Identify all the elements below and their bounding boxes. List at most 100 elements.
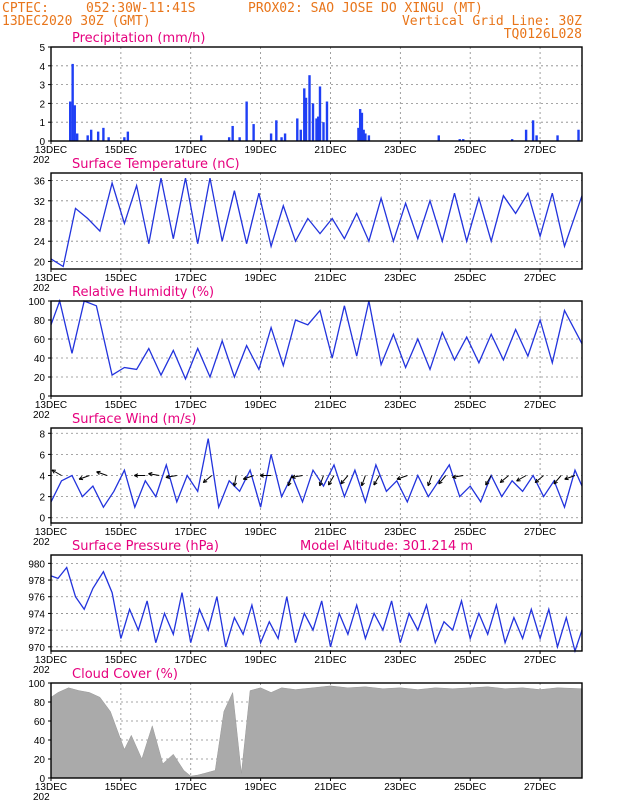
y-tick-label: 0 [39,514,45,525]
precip-bar [367,135,371,141]
y-tick-label: 0 [39,774,45,785]
y-tick-label: 974 [28,609,45,620]
panel-title: Relative Humidity (%) [72,285,214,300]
precip-bar [96,131,100,141]
x-tick-label: 25DEC [454,273,486,284]
panel-5: 970 972 974 976 978 980 13DEC 15DEC 17DEC 19DEC 21… [28,539,583,676]
y-tick-label: 20 [34,373,46,384]
y-tick-label: 6 [39,450,45,461]
x-tick-label: 21DEC [314,655,346,666]
wind-vector-head [564,476,569,481]
x-tick-label: 25DEC [454,655,486,666]
x-tick-label: 25DEC [454,145,486,156]
x-tick-label: 19DEC [244,273,276,284]
precip-bar [360,112,364,141]
panel-frame [50,300,583,397]
year-label: 202 [33,792,50,800]
y-tick-label: 978 [28,576,45,587]
wind-vector-head [360,481,365,487]
wind-vector [328,475,335,486]
precip-bar [245,101,248,141]
precip-bar [364,133,367,141]
wind-vector-head [259,473,264,478]
precip-bar [322,122,325,141]
year-label: 202 [33,537,50,548]
precip-bar [283,133,287,141]
precip-bar [437,135,440,141]
x-tick-label: 17DEC [175,782,207,793]
precip-bar [531,120,535,141]
x-tick-label: 19DEC [244,782,276,793]
precip-bar [318,86,322,141]
precip-bar [275,120,278,141]
wind-vector-head [553,479,558,485]
y-tick-label: 1 [39,118,45,129]
x-tick-label: 13DEC [35,527,67,538]
series-line [50,177,583,268]
wind-vector [340,475,349,485]
wind-vector-head [291,474,296,479]
year-label: 202 [33,410,50,421]
precip-bar [71,63,74,141]
panel-title: Precipitation (mm/h) [72,31,205,46]
y-tick-label: 32 [34,197,46,208]
wind-vector [319,475,324,487]
wind-vector-head [485,481,490,486]
y-tick-label: 20 [34,257,46,268]
panel-title: Surface Temperature (nC) [72,157,240,172]
x-tick-label: 15DEC [105,400,137,411]
precip-bar [357,127,360,141]
y-tick-label: 40 [34,736,46,747]
x-tick-label: 13DEC [35,782,67,793]
x-tick-label: 15DEC [105,527,137,538]
precip-bar [123,137,126,141]
series-line [50,298,583,381]
precip-bar [86,135,89,141]
wind-vector-head [134,473,139,478]
wind-vector [564,475,576,480]
y-tick-label: 100 [28,297,45,308]
wind-vector [427,475,433,487]
wind-vector [148,473,160,476]
x-tick-label: 13DEC [35,273,67,284]
wind-vector-head [96,470,101,475]
x-tick-label: 21DEC [314,527,346,538]
wind-vector-head [373,481,378,486]
precip-bar [308,75,311,141]
precip-bar [76,133,79,141]
x-tick-label: 27DEC [524,655,556,666]
precip-bar [269,133,273,141]
wind-vector-head [438,479,443,485]
y-tick-label: 2 [39,493,45,504]
x-tick-label: 19DEC [244,655,276,666]
x-tick-label: 17DEC [175,655,207,666]
precip-bar [238,137,241,141]
x-tick-label: 13DEC [35,400,67,411]
y-tick-label: 0 [39,392,45,403]
panel-annotation: Model Altitude: 301.214 m [300,539,473,554]
precip-bar [280,137,283,141]
year-label: 202 [33,665,50,676]
wind-vector-head [340,479,345,485]
panel-3: 0 20 40 60 80 100 13DEC 15DEC 17DEC 19DEC 21DEC 23D… [28,285,583,421]
cloud-cover-area [50,685,583,779]
wind-vector-head [534,478,540,484]
x-tick-label: 23DEC [384,400,416,411]
precip-bar [524,129,528,141]
wind-vector [165,475,177,478]
precip-bar [358,109,362,141]
y-tick-label: 80 [34,698,46,709]
y-tick-label: 4 [39,472,45,483]
precip-bar [73,105,76,141]
wind-vector [485,475,492,486]
y-tick-label: 100 [28,679,45,690]
panel-title: Surface Pressure (hPa) [72,539,219,554]
header-source: CPTEC: [2,1,49,16]
precip-bar [303,88,306,141]
wind-vector [373,475,380,486]
wind-vector [96,471,108,476]
y-tick-label: 980 [28,559,45,570]
series-line [50,438,583,510]
y-tick-label: 60 [34,717,46,728]
